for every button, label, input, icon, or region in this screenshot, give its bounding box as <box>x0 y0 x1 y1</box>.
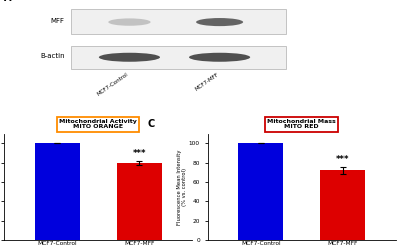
Text: ***: *** <box>132 149 146 158</box>
Text: Mitochondrial Activity
MITO ORANGE: Mitochondrial Activity MITO ORANGE <box>59 119 137 130</box>
Text: MCF7-Control: MCF7-Control <box>96 72 130 97</box>
Text: MFF: MFF <box>51 18 65 24</box>
Bar <box>35 143 80 240</box>
Ellipse shape <box>99 53 160 62</box>
Ellipse shape <box>108 18 151 26</box>
Text: B-actin: B-actin <box>40 53 65 59</box>
Text: Mitochondrial Mass
MITO RED: Mitochondrial Mass MITO RED <box>267 119 336 130</box>
Text: MCF7-MFF: MCF7-MFF <box>194 72 220 92</box>
Text: A: A <box>4 0 12 3</box>
Bar <box>117 163 162 240</box>
Ellipse shape <box>189 53 250 62</box>
FancyBboxPatch shape <box>71 46 286 69</box>
Text: ***: *** <box>336 155 350 164</box>
Ellipse shape <box>196 18 243 26</box>
Y-axis label: Fluorescence Mean Intensity
(% vs. control): Fluorescence Mean Intensity (% vs. contr… <box>176 149 187 225</box>
Bar <box>320 171 365 240</box>
Bar <box>238 143 283 240</box>
Text: C: C <box>147 119 154 129</box>
FancyBboxPatch shape <box>71 9 286 34</box>
